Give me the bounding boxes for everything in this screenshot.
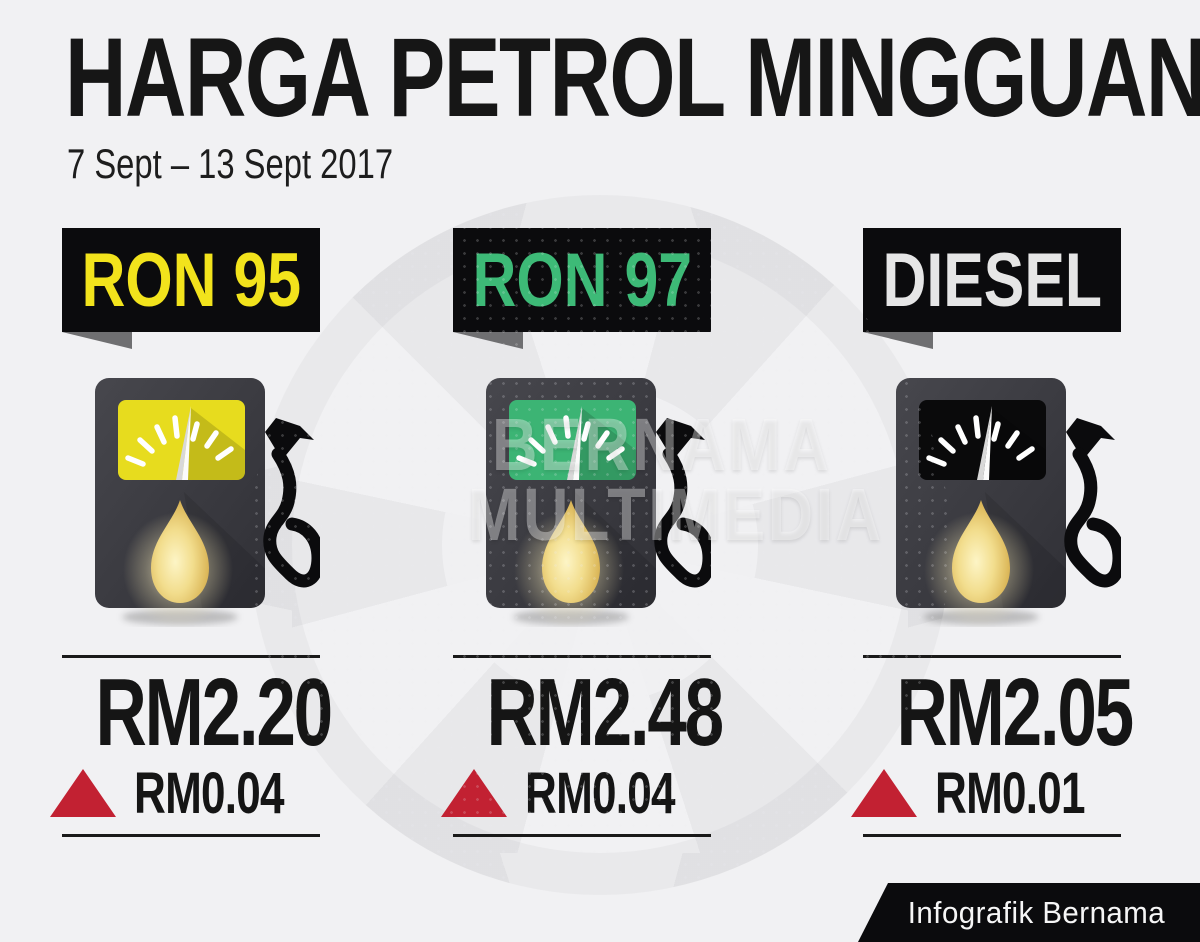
- credit-text: Infografik Bernama: [907, 894, 1165, 930]
- price-change: RM0.04: [50, 761, 320, 826]
- badge-fold: [62, 332, 132, 349]
- increase-arrow-icon: [851, 769, 918, 818]
- divider: [62, 834, 320, 838]
- price-change-value: RM0.04: [525, 760, 676, 826]
- date-range: 7 Sept – 13 Sept 2017: [67, 140, 394, 187]
- increase-arrow-icon: [441, 769, 508, 818]
- price-block: RM2.05 RM0.01: [851, 655, 1135, 838]
- fuel-pump-icon: [486, 378, 711, 628]
- price-change: RM0.01: [851, 761, 1121, 826]
- fuel-pump-icon: [95, 378, 320, 628]
- divider: [863, 834, 1121, 838]
- fuel-card-ron97: RON 97: [441, 228, 725, 848]
- divider: [453, 655, 711, 658]
- price-change-value: RM0.01: [935, 760, 1086, 826]
- fuel-price: RM2.48: [486, 659, 725, 766]
- fuel-price: RM2.20: [95, 659, 334, 766]
- credit-ribbon: Infografik Bernama: [858, 883, 1200, 942]
- fuel-pump-icon: [896, 378, 1121, 628]
- divider: [62, 655, 320, 658]
- fuel-label: DIESEL: [882, 237, 1102, 323]
- price-block: RM2.20 RM0.04: [50, 655, 334, 838]
- price-change: RM0.04: [441, 761, 711, 826]
- fuel-label-badge: DIESEL: [863, 228, 1121, 349]
- fuel-price: RM2.05: [896, 659, 1135, 766]
- fuel-label: RON 97: [472, 237, 692, 323]
- fuel-card-ron95: RON 95: [50, 228, 334, 848]
- badge-fold: [863, 332, 933, 349]
- fuel-label-badge: RON 97: [453, 228, 711, 349]
- increase-arrow-icon: [50, 769, 117, 818]
- fuel-card-diesel: DIESEL: [851, 228, 1135, 848]
- price-block: RM2.48 RM0.04: [441, 655, 725, 838]
- badge-fold: [453, 332, 523, 349]
- fuel-label-badge: RON 95: [62, 228, 320, 349]
- divider: [863, 655, 1121, 658]
- page-title: HARGA PETROL MINGGUAN: [65, 15, 1200, 140]
- divider: [453, 834, 711, 838]
- header: HARGA PETROL MINGGUAN 7 Sept – 13 Sept 2…: [65, 22, 1200, 188]
- fuel-label: RON 95: [81, 237, 301, 323]
- price-change-value: RM0.04: [134, 760, 285, 826]
